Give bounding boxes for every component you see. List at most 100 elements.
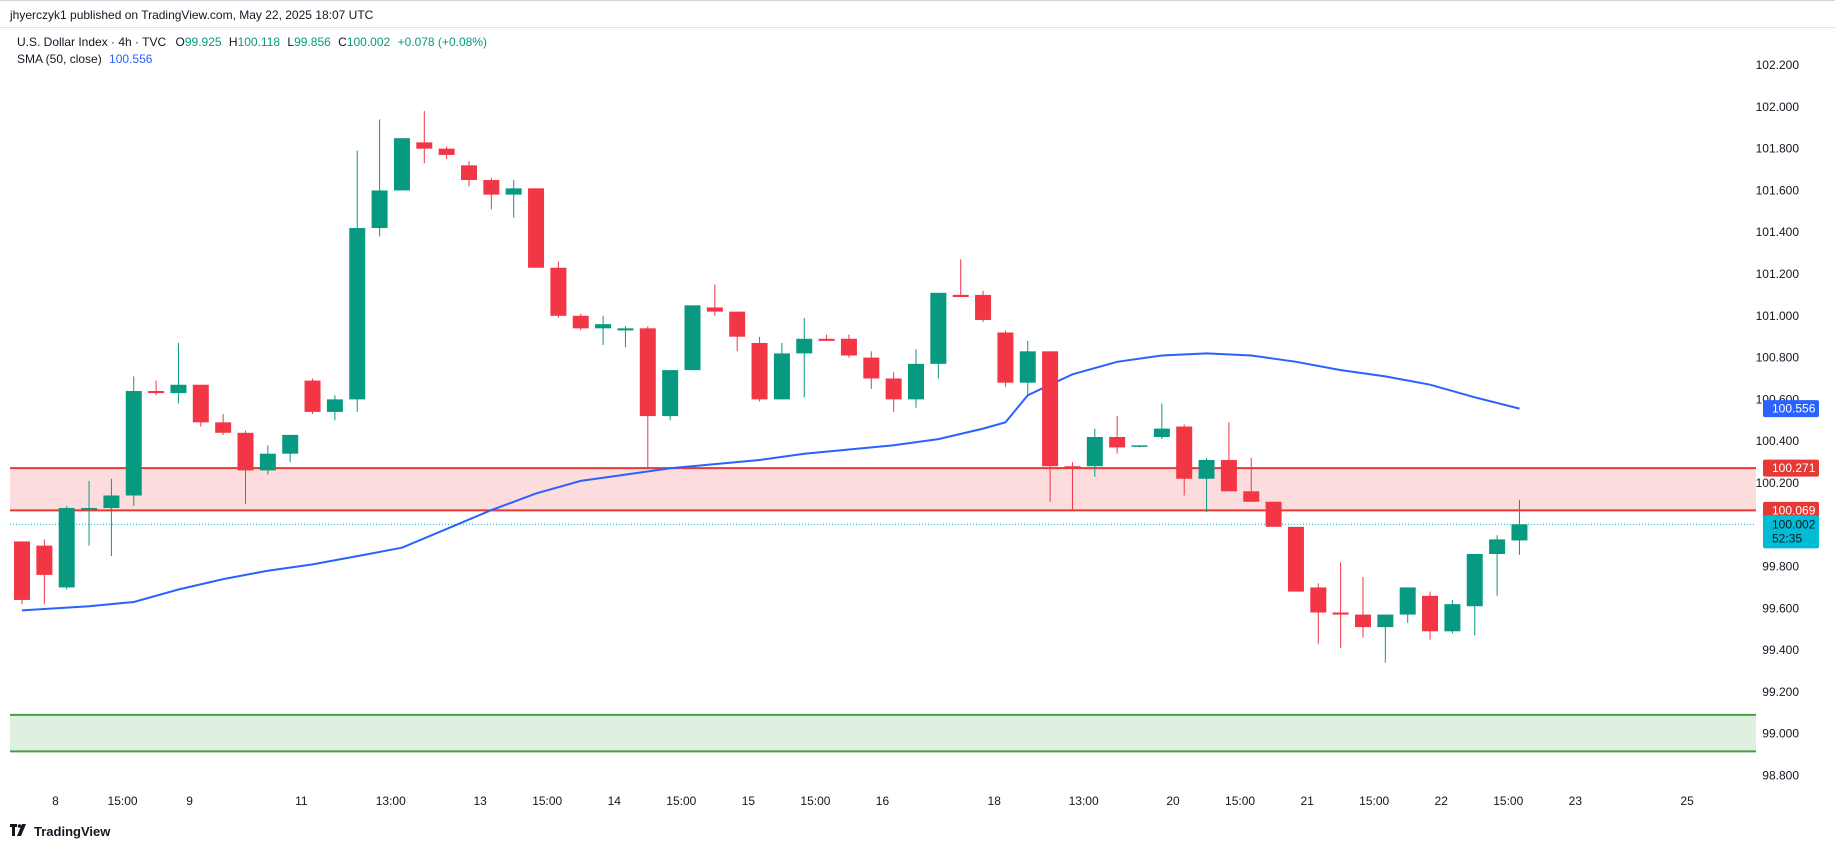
zone-top-price-badge-text: 100.271 [1772,461,1816,475]
candle-body [148,391,165,394]
candle-body [528,188,545,268]
low-value: 99.856 [294,35,331,49]
candle [1265,501,1282,527]
candle-body [1086,436,1103,467]
candle-body [684,305,701,371]
candle-body [1131,445,1148,447]
change-value: +0.078 (+0.08%) [397,35,487,49]
candle [483,177,500,210]
candle [1176,424,1193,496]
candle [528,188,545,268]
candle [438,146,455,160]
candle-body [215,422,232,433]
time-tick-label: 15:00 [800,794,830,808]
open-label: O [175,35,185,49]
candle-body [259,453,276,471]
time-tick-label: 8 [52,794,59,808]
sma-line [21,352,1520,612]
candle-body [639,328,656,417]
candle [282,434,299,463]
candle [1086,428,1103,477]
price-tick-label: 101.800 [1756,142,1800,156]
candle-body [81,508,98,510]
candle [975,290,992,323]
candle [796,317,813,398]
candle-body [371,190,388,229]
time-tick-label: 20 [1166,794,1180,808]
candle-body [349,228,366,400]
sma-price-badge-text: 100.556 [1772,402,1816,416]
candle [1444,599,1461,634]
candle-body [125,391,142,496]
candle-body [1310,587,1327,613]
candle-body [773,353,790,400]
candle-body [1377,614,1394,628]
candle [304,378,321,414]
tradingview-logo-icon [10,824,28,839]
candle [349,150,366,412]
candle-body [975,294,992,320]
candle [1355,576,1371,638]
last-price-badge-text: 100.002 [1772,517,1816,531]
candle [840,334,857,358]
candle-body [751,342,768,400]
candle-body [1064,466,1081,469]
time-tick-label: 9 [186,794,193,808]
sma-legend-row[interactable]: SMA (50, close) 100.556 [17,51,487,68]
time-tick-label: 14 [608,794,622,808]
candle [930,292,947,379]
zone-bottom-price-badge [1763,501,1819,519]
candle-body [818,338,835,341]
footer-brand[interactable]: TradingView [10,824,110,839]
price-tick-label: 101.400 [1756,225,1800,239]
candle [1042,351,1059,502]
time-tick-label: 15:00 [1225,794,1255,808]
candle-body [36,545,53,575]
candle [1511,500,1528,555]
header-divider [0,27,1835,28]
candle-body [1399,587,1416,615]
time-tick-label: 15:00 [666,794,696,808]
candle-body [1176,426,1193,479]
candle-body [952,294,969,297]
candle-body [930,292,947,364]
candle-body [1019,351,1036,383]
candle [1109,416,1126,454]
candle [393,138,410,191]
time-tick-label: 13:00 [1069,794,1099,808]
candle-body [326,399,343,412]
price-tick-label: 101.000 [1756,309,1800,323]
price-tick-label: 102.200 [1756,58,1800,72]
price-tick-label: 99.800 [1762,560,1799,574]
candle [550,261,567,318]
time-tick-label: 21 [1300,794,1314,808]
candle-body [1042,351,1059,467]
time-axis[interactable]: 8 15:00 9 11 13:00 13 15:00 14 15:00 15 15:00 16 18 1… [52,794,1694,808]
candle-body [1243,491,1260,502]
candle [662,370,679,421]
candle-body [483,179,500,195]
candle-body [863,357,880,379]
zone-top-price-badge [1763,459,1819,477]
candle-body [595,324,612,329]
price-tick-label: 100.200 [1756,476,1800,490]
candle [729,311,746,352]
candle-body [170,384,187,394]
candle-body [192,384,209,423]
candle-body [1332,612,1349,615]
top-border [0,0,1835,1]
candle-body [706,307,723,312]
candle [773,342,790,400]
candle-body [14,541,30,600]
countdown-text: 52:35 [1772,531,1802,545]
candle-body [796,338,813,354]
candle-body [416,142,433,149]
time-tick-label: 13:00 [376,794,406,808]
candle-body [237,432,254,471]
price-axis[interactable]: 102.200 102.000 101.800 101.600 101.400 101.2… [1756,58,1800,782]
candle-body [461,165,477,180]
candle [952,259,969,297]
symbol-legend-row[interactable]: U.S. Dollar Index · 4h · TVC O99.925 H10… [17,34,487,51]
